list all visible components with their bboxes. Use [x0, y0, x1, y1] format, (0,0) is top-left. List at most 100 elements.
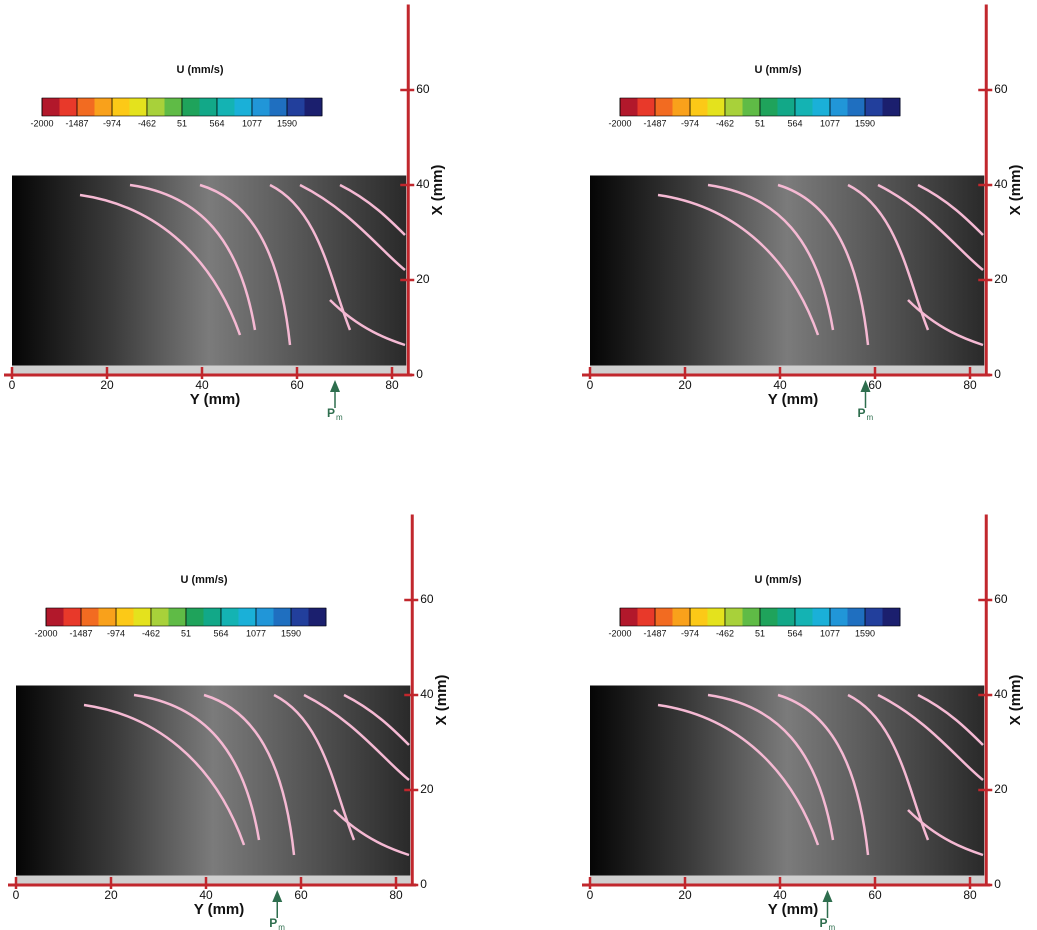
streamline: [707, 693, 835, 841]
x-axis-label: Y (mm): [194, 901, 245, 918]
colorbar-segment: [81, 608, 99, 626]
colorbar-tick-label: -462: [716, 628, 734, 638]
colorbar-segment: [655, 608, 673, 626]
bottom-strip: [590, 875, 985, 885]
colorbar-tick-label: -2000: [34, 628, 57, 638]
colorbar-segment: [882, 608, 901, 626]
streamline: [707, 183, 835, 331]
colorbar-segment: [252, 98, 270, 116]
colorbar-segment: [777, 98, 796, 116]
colorbar-segment: [238, 608, 257, 626]
colorbar-segment: [865, 608, 883, 626]
colorbar-tick-label: 564: [213, 628, 228, 638]
colorbar-segment: [116, 608, 134, 626]
y-tick-label: 20: [416, 272, 430, 286]
colorbar-tick-label: -462: [716, 118, 734, 128]
streamline: [83, 703, 246, 846]
streamline: [203, 693, 296, 856]
colorbar-segment: [186, 608, 204, 626]
colorbar-tick-label: 1077: [246, 628, 266, 638]
colorbar-segment: [725, 98, 743, 116]
y-axis-label: X (mm): [1007, 675, 1024, 726]
x-tick-label: 0: [587, 378, 594, 392]
marker-subscript: m: [829, 923, 836, 930]
x-tick-label: 0: [587, 888, 594, 902]
x-tick-label: 20: [678, 888, 692, 902]
colorbar-segment: [725, 608, 743, 626]
colorbar-tick-label: -462: [138, 118, 156, 128]
y-axis-label: X (mm): [429, 165, 446, 216]
colorbar-segment: [129, 98, 148, 116]
colorbar-segment: [112, 98, 130, 116]
y-tick-label: 40: [420, 687, 434, 701]
colorbar-tick-label: -1487: [65, 118, 88, 128]
colorbar-tick-label: 564: [787, 118, 802, 128]
x-tick-label: 60: [290, 378, 304, 392]
colorbar-segment: [865, 98, 883, 116]
colorbar-tick-label: 1590: [277, 118, 297, 128]
colorbar-segment: [304, 98, 323, 116]
colorbar-segment: [812, 98, 831, 116]
colorbar-segment: [760, 98, 778, 116]
colorbar-tick-label: 564: [209, 118, 224, 128]
streamline: [333, 809, 410, 857]
colorbar-segment: [620, 608, 638, 626]
x-tick-label: 80: [385, 378, 399, 392]
marker-label: P: [269, 916, 277, 930]
colorbar-segment: [830, 608, 848, 626]
x-tick-label: 60: [868, 888, 882, 902]
colorbar-segment: [777, 608, 796, 626]
colorbar-segment: [182, 98, 200, 116]
colorbar-segment: [199, 98, 218, 116]
colorbar-segment: [812, 608, 831, 626]
y-tick-label: 0: [994, 877, 1001, 891]
colorbar-title: U (mm/s): [754, 574, 801, 586]
colorbar-segment: [830, 98, 848, 116]
colorbar-segment: [308, 608, 327, 626]
streamline: [303, 693, 410, 781]
streamline: [777, 693, 870, 856]
colorbar-title: U (mm/s): [754, 64, 801, 76]
colorbar-segment: [795, 98, 813, 116]
colorbar-segment: [234, 98, 253, 116]
colorbar-segment: [707, 608, 726, 626]
bottom-strip: [16, 875, 411, 885]
colorbar-segment: [269, 98, 288, 116]
marker-arrowhead: [822, 890, 833, 902]
colorbar-tick-label: 1590: [855, 628, 875, 638]
colorbar-segment: [742, 98, 761, 116]
x-tick-label: 40: [195, 378, 209, 392]
streamline: [129, 183, 257, 331]
x-tick-label: 40: [199, 888, 213, 902]
colorbar-segment: [707, 98, 726, 116]
x-tick-label: 80: [963, 888, 977, 902]
x-tick-label: 20: [678, 378, 692, 392]
colorbar-segment: [94, 98, 113, 116]
panel: U (mm/s) -2000 -1487 -974 -462 51 564 1077 1590 0…: [582, 514, 1024, 930]
bottom-strip: [12, 365, 407, 375]
marker-subscript: m: [278, 923, 285, 930]
streamline: [877, 183, 984, 271]
y-tick-label: 60: [994, 592, 1008, 606]
y-tick-label: 40: [994, 177, 1008, 191]
colorbar-tick-label: 51: [755, 118, 765, 128]
colorbar-segment: [847, 608, 866, 626]
streamline: [79, 193, 242, 336]
colorbar-segment: [690, 608, 708, 626]
colorbar-tick-label: -1487: [643, 118, 666, 128]
colorbar-segment: [620, 98, 638, 116]
colorbar-tick-label: -2000: [608, 628, 631, 638]
marker-arrowhead: [272, 890, 283, 902]
colorbar-tick-label: 1077: [242, 118, 262, 128]
panel: U (mm/s) -2000 -1487 -974 -462 51 564 1077 1590 0…: [582, 4, 1024, 422]
colorbar-tick-label: 1077: [820, 628, 840, 638]
x-tick-label: 40: [773, 378, 787, 392]
x-tick-label: 60: [294, 888, 308, 902]
colorbar-tick-label: 51: [177, 118, 187, 128]
colorbar-segment: [273, 608, 292, 626]
y-tick-label: 0: [994, 367, 1001, 381]
streamline: [657, 193, 820, 336]
colorbar-segment: [637, 98, 656, 116]
y-tick-label: 40: [416, 177, 430, 191]
colorbar-tick-label: 1077: [820, 118, 840, 128]
